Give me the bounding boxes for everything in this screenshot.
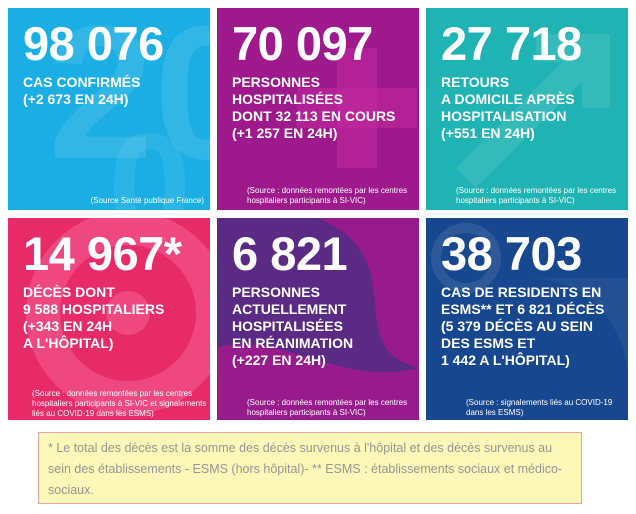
returns-home-label: RETOURS A DOMICILE APRÈS HOSPITALISATION… <box>441 74 622 142</box>
label-line: ESMS** ET 6 821 DÉCÈS <box>441 301 605 317</box>
returns-home-count: 27 718 <box>441 17 582 70</box>
source-line: (Source Santé publique France) <box>90 196 204 205</box>
source-line: liés au COVID-19 dans les ESMS) <box>32 409 154 418</box>
source-note: (Source : données remontées par les cent… <box>247 398 407 418</box>
label-line: HOSPITALISATION <box>441 108 567 124</box>
source-line: hospitaliers participants à SI-VIC) <box>247 408 366 417</box>
label-line: HOSPITALISÉES <box>232 318 343 334</box>
label-line: (+1 257 EN 24H) <box>232 125 338 141</box>
hospitalized-label: PERSONNES HOSPITALISÉES DONT 32 113 EN C… <box>232 74 413 142</box>
source-line: (Source : signalements liés au COVID-19 <box>466 398 613 407</box>
stats-grid: 20 0 98 076 CAS CONFIRMÉS (+2 673 EN 24H… <box>8 8 628 420</box>
label-line: DES ESMS ET <box>441 335 536 351</box>
source-note: (Source : signalements liés au COVID-19 … <box>466 398 612 418</box>
source-line: (Source : données remontées par les cent… <box>32 389 193 398</box>
confirmed-cases-count: 98 076 <box>23 17 164 70</box>
label-line: PERSONNES <box>232 74 320 90</box>
decorative-numeral-graphic: 20 0 <box>48 8 210 210</box>
footnote-box: * Le total des décès est la somme des dé… <box>38 432 582 504</box>
source-line: hospitaliers participants à SI-VIC) <box>247 196 366 205</box>
label-line: RETOURS <box>441 74 510 90</box>
tile-esms-residents: 38 703 CAS DE RESIDENTS EN ESMS** ET 6 8… <box>426 218 628 420</box>
source-line: (Source : données remontées par les cent… <box>456 186 617 195</box>
label-line: CAS CONFIRMÉS <box>23 74 141 90</box>
decorative-plus-graphic <box>297 48 417 168</box>
label-line: HOSPITALISÉES <box>232 91 343 107</box>
deaths-count: 14 967* <box>23 227 182 280</box>
source-line: (Source : données remontées par les cent… <box>247 186 408 195</box>
label-line: ACTUELLEMENT <box>232 301 347 317</box>
tile-deaths: 14 967* DÉCÈS DONT 9 588 HOSPITALIERS (+… <box>8 218 210 420</box>
source-note: (Source Santé publique France) <box>91 196 204 206</box>
tile-confirmed-cases: 20 0 98 076 CAS CONFIRMÉS (+2 673 EN 24H… <box>8 8 210 210</box>
label-line: (+2 673 EN 24H) <box>23 91 129 107</box>
label-line: DONT 32 113 EN COURS <box>232 108 396 124</box>
label-line: 1 442 A L'HÔPITAL) <box>441 352 570 368</box>
footnote-text: * Le total des décès est la somme des dé… <box>48 441 563 497</box>
source-line: dans les ESMS) <box>466 408 524 417</box>
label-line: PERSONNES <box>232 284 320 300</box>
confirmed-cases-label: CAS CONFIRMÉS (+2 673 EN 24H) <box>23 74 204 108</box>
tile-hospitalized: 70 097 PERSONNES HOSPITALISÉES DONT 32 1… <box>217 8 419 210</box>
source-line: hospitaliers participants à SI-VIC) <box>456 196 575 205</box>
icu-label: PERSONNES ACTUELLEMENT HOSPITALISÉES EN … <box>232 284 413 369</box>
esms-residents-count: 38 703 <box>441 227 582 280</box>
label-line: A DOMICILE APRÈS <box>441 91 575 107</box>
esms-residents-label: CAS DE RESIDENTS EN ESMS** ET 6 821 DÉCÈ… <box>441 284 622 369</box>
label-line: (+343 EN 24H <box>23 318 113 334</box>
label-line: EN RÉANIMATION <box>232 335 354 351</box>
label-line: DÉCÈS DONT <box>23 284 115 300</box>
label-line: CAS DE RESIDENTS EN <box>441 284 602 300</box>
decorative-circle-graphic <box>26 218 210 415</box>
svg-text:20: 20 <box>48 8 210 199</box>
source-note: (Source : données remontées par les cent… <box>247 186 407 206</box>
tile-icu: 6 821 PERSONNES ACTUELLEMENT HOSPITALISÉ… <box>217 218 419 420</box>
label-line: (+227 EN 24H) <box>232 352 326 368</box>
svg-text:0: 0 <box>108 102 191 210</box>
decorative-arrow-graphic <box>456 34 610 188</box>
tile-returns-home: 27 718 RETOURS A DOMICILE APRÈS HOSPITAL… <box>426 8 628 210</box>
source-line: (Source : données remontées par les cent… <box>247 398 408 407</box>
source-note: (Source : données remontées par les cent… <box>32 389 206 419</box>
label-line: (+551 EN 24H) <box>441 125 535 141</box>
deaths-label: DÉCÈS DONT 9 588 HOSPITALIERS (+343 EN 2… <box>23 284 204 352</box>
icu-count: 6 821 <box>232 227 348 280</box>
source-line: hospitaliers participants à SI-VIC et si… <box>32 399 207 408</box>
decorative-info-graphic <box>431 223 628 378</box>
label-line: 9 588 HOSPITALIERS <box>23 301 165 317</box>
label-line: A L'HÔPITAL) <box>23 335 114 351</box>
source-note: (Source : données remontées par les cent… <box>456 186 616 206</box>
hospitalized-count: 70 097 <box>232 17 373 70</box>
label-line: (5 379 DÉCÈS AU SEIN <box>441 318 593 334</box>
decorative-wave-graphic <box>217 218 419 420</box>
